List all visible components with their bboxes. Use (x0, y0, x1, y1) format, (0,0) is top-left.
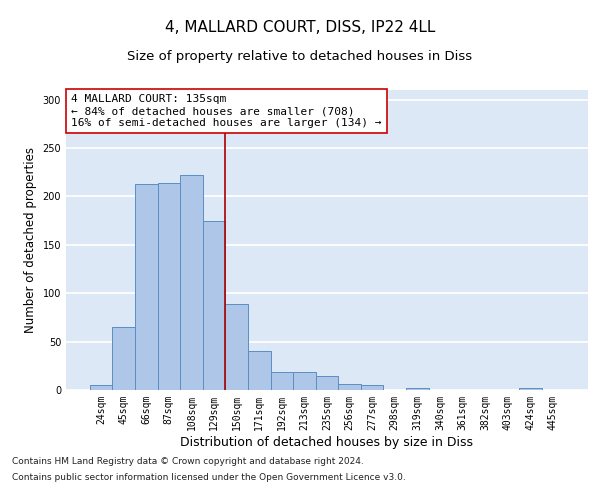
Bar (226, 304, 248, 390)
Bar (203, 220, 226, 390)
Y-axis label: Number of detached properties: Number of detached properties (24, 147, 37, 333)
Text: Size of property relative to detached houses in Diss: Size of property relative to detached ho… (127, 50, 473, 63)
Bar (90, 385, 112, 390)
Text: Contains HM Land Registry data © Crown copyright and database right 2024.: Contains HM Land Registry data © Crown c… (12, 458, 364, 466)
Text: 4 MALLARD COURT: 135sqm
← 84% of detached houses are smaller (708)
16% of semi-d: 4 MALLARD COURT: 135sqm ← 84% of detache… (71, 94, 382, 128)
Bar (293, 372, 316, 390)
Bar (519, 388, 542, 390)
Bar (248, 352, 271, 390)
Bar (338, 384, 361, 390)
Bar (361, 385, 383, 390)
Bar (135, 184, 158, 390)
Bar (112, 327, 135, 390)
Bar (316, 376, 338, 390)
Bar (271, 372, 293, 390)
Bar (406, 388, 428, 390)
X-axis label: Distribution of detached houses by size in Diss: Distribution of detached houses by size … (181, 436, 473, 448)
Bar (158, 183, 180, 390)
Bar (180, 175, 203, 390)
Text: 4, MALLARD COURT, DISS, IP22 4LL: 4, MALLARD COURT, DISS, IP22 4LL (165, 20, 435, 35)
Text: Contains public sector information licensed under the Open Government Licence v3: Contains public sector information licen… (12, 472, 406, 482)
